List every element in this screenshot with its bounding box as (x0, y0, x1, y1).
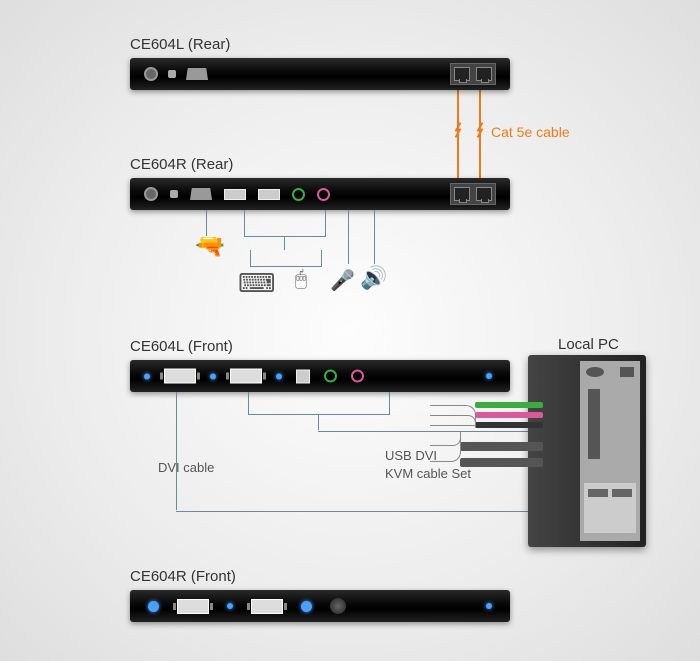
pc-slot-icon (612, 489, 632, 497)
device-ce604r-front (130, 590, 510, 622)
audio-out-icon (292, 188, 305, 201)
rj45-port-icon (476, 67, 492, 81)
rj45-pair-icon (450, 63, 496, 85)
usb-a-port-icon (224, 189, 246, 200)
label-kvm-set: KVM cable Set (385, 466, 471, 481)
led-icon (227, 603, 233, 609)
pc-back-panel (580, 361, 640, 541)
rj45-pair-icon (450, 183, 496, 205)
device-ce604r-rear (130, 178, 510, 210)
wire-mic (348, 210, 350, 264)
led-icon (210, 373, 216, 379)
serial-port-icon (190, 188, 212, 200)
wire-usb-drop (284, 236, 286, 250)
plug-dvi-2 (460, 458, 543, 467)
led-icon (486, 603, 492, 609)
dip-switch-icon (168, 70, 176, 78)
label-ce604l-rear: CE604L (Rear) (130, 36, 230, 53)
label-ce604l-front: CE604L (Front) (130, 338, 233, 355)
led-icon (486, 373, 492, 379)
usb-a-port-icon (258, 189, 280, 200)
device-ce604l-front (130, 360, 510, 392)
led-icon (276, 373, 282, 379)
serial-port-icon (186, 68, 208, 80)
mouse-icon: 🖱 (295, 268, 307, 291)
rj45-port-icon (454, 187, 470, 201)
wire-kbm-bracket (250, 250, 322, 267)
diagram-canvas: CE604L (Rear) CE604R (Rear) CE604L (Fron… (0, 0, 700, 661)
label-ce604r-front: CE604R (Front) (130, 568, 236, 585)
plug-audio-green (475, 402, 543, 408)
pc-psu-icon (620, 367, 634, 377)
label-ce604r-rear: CE604R (Rear) (130, 156, 233, 173)
wire-kvm-drop (318, 414, 320, 430)
led-icon (148, 601, 159, 612)
plug-audio-pink (475, 412, 543, 418)
wire-dvi-down (176, 392, 178, 510)
wire-kvm-bracket (248, 392, 390, 415)
dvi-port-icon (251, 599, 283, 614)
microphone-icon: 🎤 (330, 268, 355, 293)
speakers-icon: 🔊 (360, 265, 387, 291)
led-icon (144, 373, 150, 379)
keyboard-icon: ⌨ (238, 268, 276, 299)
label-cat5e: Cat 5e cable (491, 124, 570, 140)
label-dvi-cable: DVI cable (158, 460, 214, 475)
mic-in-icon (351, 370, 364, 383)
audio-out-icon (324, 370, 337, 383)
label-local-pc: Local PC (558, 336, 619, 353)
pc-io-panel (588, 389, 600, 459)
dvi-port-icon (230, 369, 262, 384)
device-ce604l-rear (130, 58, 510, 90)
wire-plug-5 (430, 431, 461, 462)
led-icon (301, 601, 312, 612)
wire-usb-bracket (244, 210, 326, 237)
pushbutton-icon (330, 598, 346, 614)
local-pc-tower (528, 355, 646, 547)
mic-in-icon (317, 188, 330, 201)
barcode-scanner-icon: 🔫 (195, 232, 225, 261)
wire-speaker (374, 210, 376, 264)
dvi-port-icon (164, 369, 196, 384)
dc-jack-icon (144, 67, 158, 81)
pc-expansion-area (584, 483, 636, 533)
wire-dvi-right (176, 510, 560, 512)
dvi-port-icon (177, 599, 209, 614)
pc-fan-icon (586, 367, 604, 377)
plug-usb (475, 422, 543, 428)
usb-b-port-icon (296, 369, 310, 383)
rj45-port-icon (454, 67, 470, 81)
dip-switch-icon (170, 190, 178, 198)
pc-slot-icon (588, 489, 608, 497)
rj45-port-icon (476, 187, 492, 201)
plug-dvi-1 (460, 442, 543, 451)
dc-jack-icon (144, 187, 158, 201)
